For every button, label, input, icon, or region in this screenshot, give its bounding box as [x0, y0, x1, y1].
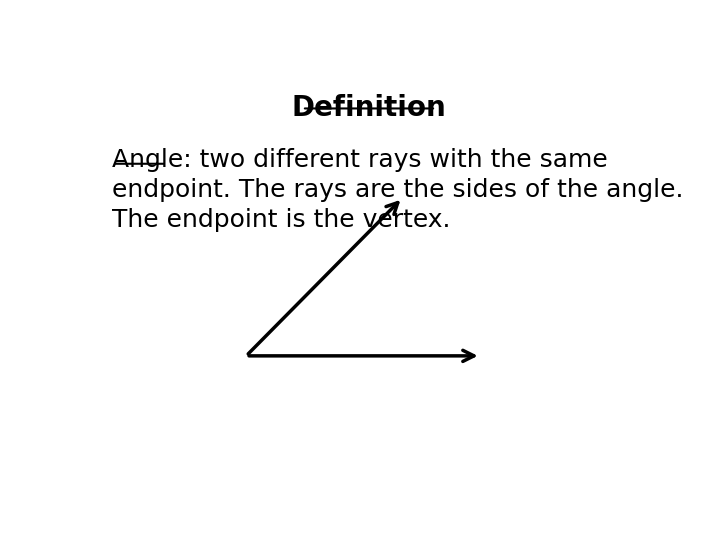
- Text: Angle: two different rays with the same: Angle: two different rays with the same: [112, 148, 608, 172]
- Text: Definition: Definition: [292, 94, 446, 122]
- Text: endpoint. The rays are the sides of the angle.: endpoint. The rays are the sides of the …: [112, 178, 684, 202]
- Text: The endpoint is the vertex.: The endpoint is the vertex.: [112, 208, 451, 232]
